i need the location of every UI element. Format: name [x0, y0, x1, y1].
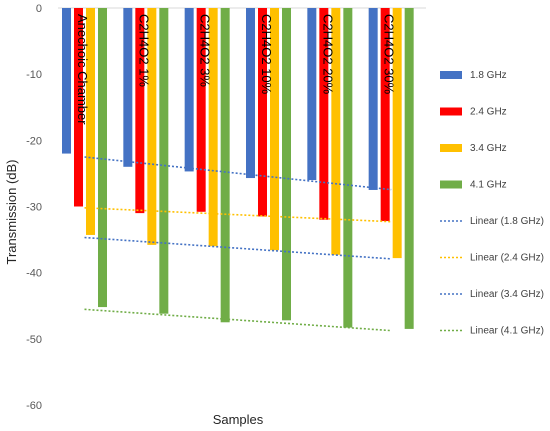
y-tick-label: -40	[26, 268, 42, 280]
bar-4_1-ghz-0	[98, 8, 107, 308]
bar-1_8-ghz-5	[368, 8, 378, 190]
legend: 1.8 GHz 2.4 GHz 3.4 GHz 4.1 GHz Linear (1.8 …	[440, 70, 544, 337]
bar-2_4-ghz-3	[258, 8, 267, 217]
bar-1_8-ghz-4	[307, 8, 317, 181]
legend-swatch	[440, 180, 462, 189]
legend-trend-label: Linear (1.8 GHz)	[470, 216, 544, 227]
trendline-2	[84, 207, 392, 223]
x-axis-title: Samples	[213, 412, 264, 427]
bar-1_8-ghz-0	[62, 8, 71, 154]
bar-2_4-ghz-4	[319, 8, 329, 220]
legend-swatch	[440, 107, 462, 116]
legend-label: 1.8 GHz	[470, 70, 507, 81]
legend-label: 2.4 GHz	[470, 107, 507, 118]
bar-4_1-ghz-3	[282, 8, 291, 321]
bar-3_4-ghz-4	[331, 8, 341, 255]
bar-3_4-ghz-5	[392, 8, 402, 259]
bar-4_1-ghz-1	[159, 8, 169, 314]
legend-label: 3.4 GHz	[470, 143, 507, 154]
y-tick-label: -20	[26, 135, 42, 147]
bar-4_1-ghz-2	[220, 8, 230, 323]
legend-label: 4.1 GHz	[470, 180, 507, 191]
bar-3_4-ghz-3	[270, 8, 279, 251]
trendline-4	[84, 308, 392, 332]
bar-4_1-ghz-5	[404, 8, 414, 329]
y-tick-label: -60	[26, 400, 42, 412]
legend-swatch	[440, 144, 462, 152]
bar-2_4-ghz-2	[196, 8, 206, 212]
legend-trend-label: Linear (2.4 GHz)	[470, 253, 544, 264]
bar-1_8-ghz-1	[123, 8, 133, 167]
bar-3_4-ghz-0	[86, 8, 95, 235]
category-label: C2H4O2 30%	[382, 14, 397, 95]
category-label: C2H4O2 3%	[198, 14, 213, 87]
trendline-1	[84, 156, 392, 191]
bar-2_4-ghz-1	[135, 8, 145, 214]
bar-3_4-ghz-2	[208, 8, 218, 247]
legend-swatch	[440, 71, 462, 79]
y-tick-label: -10	[26, 69, 42, 81]
bar-4_1-ghz-4	[343, 8, 353, 328]
category-label: C2H4O2 1%	[136, 14, 151, 87]
y-tick-label: 0	[36, 3, 42, 15]
bar-1_8-ghz-3	[246, 8, 255, 179]
bar-2_4-ghz-0	[74, 8, 83, 207]
bar-3_4-ghz-1	[147, 8, 157, 245]
category-label: Anechoic Chamber	[75, 14, 90, 125]
y-tick-label: -50	[26, 334, 42, 346]
y-tick-label: -30	[26, 202, 42, 214]
bar-1_8-ghz-2	[184, 8, 194, 172]
trendline-3	[84, 236, 392, 260]
category-label: C2H4O2 20%	[320, 14, 335, 95]
y-axis: 0 -10 -20 -30 -40 -50 -60	[26, 3, 42, 412]
legend-trend-label: Linear (4.1 GHz)	[470, 326, 544, 337]
legend-trend-label: Linear (3.4 GHz)	[470, 289, 544, 300]
plot-area: Anechoic Chamber C2H4O2 1% C2H4O2 3% C2H4O2…	[58, 7, 426, 332]
bar-2_4-ghz-5	[380, 8, 390, 222]
y-axis-title: Transmission (dB)	[4, 160, 19, 265]
category-label: C2H4O2 10%	[259, 14, 274, 95]
